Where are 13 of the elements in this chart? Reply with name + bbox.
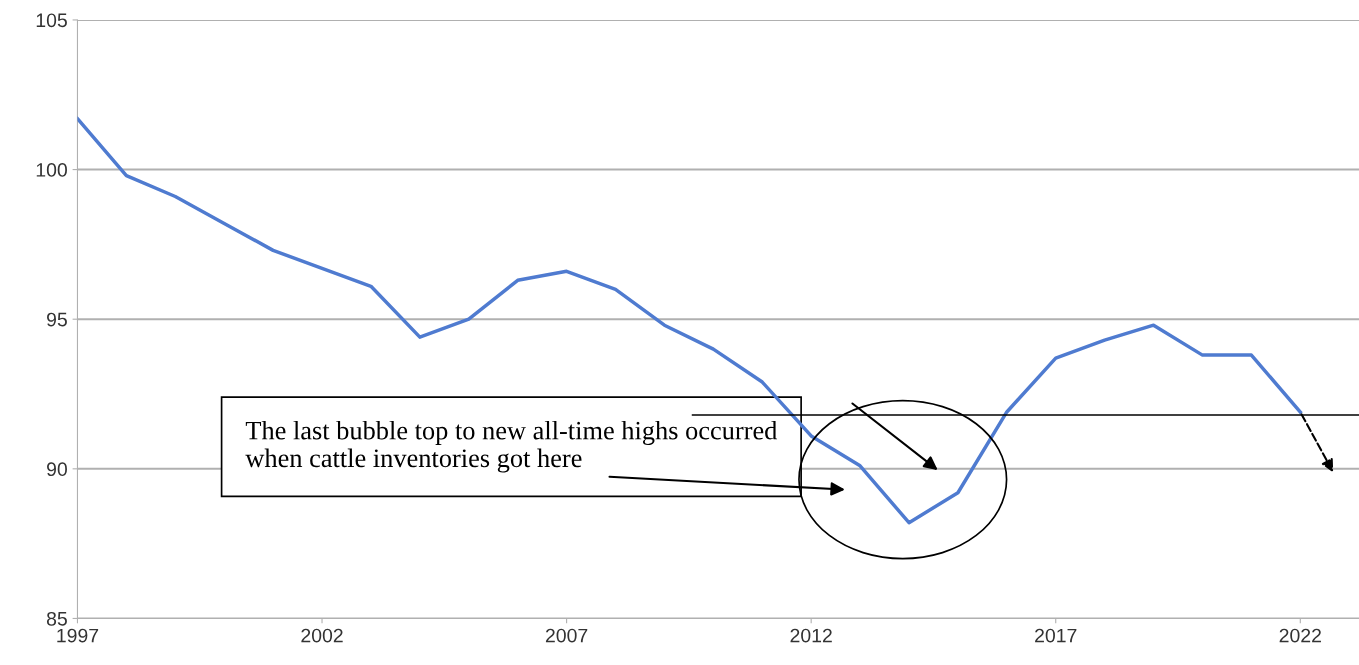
x-tick-label: 2002 <box>301 628 343 643</box>
x-tick-label: 2012 <box>790 628 832 643</box>
x-tick-label: 2007 <box>545 628 588 643</box>
line-series <box>77 116 1303 525</box>
y-tick-label: 85 <box>46 611 67 626</box>
y-tick-label: 90 <box>47 462 67 477</box>
annotation: The last bubble top to new all-time highs occurred when cattle inventories got here <box>245 420 778 473</box>
x-tick-label: 1997 <box>57 628 99 643</box>
x-tick-label: 2022 <box>1279 628 1321 643</box>
y-tick-label: 95 <box>47 312 67 327</box>
y-tick-label: 100 <box>36 163 67 177</box>
y-tick-label: 105 <box>36 13 67 28</box>
x-tick-label: 2017 <box>1035 628 1077 643</box>
